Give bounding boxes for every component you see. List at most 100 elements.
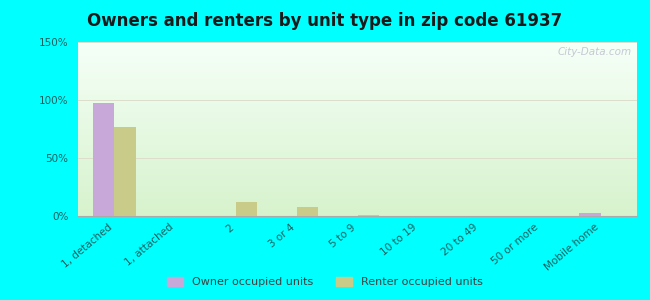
Bar <box>78 60 637 61</box>
Bar <box>78 82 637 83</box>
Text: City-Data.com: City-Data.com <box>557 47 631 57</box>
Bar <box>78 214 637 215</box>
Bar <box>78 203 637 204</box>
Bar <box>78 83 637 84</box>
Bar <box>78 109 637 110</box>
Bar <box>297 207 318 216</box>
Bar <box>78 201 637 202</box>
Bar <box>93 103 114 216</box>
Bar <box>78 171 637 172</box>
Bar <box>78 209 637 210</box>
Bar <box>78 116 637 117</box>
Bar <box>78 111 637 112</box>
Bar <box>78 118 637 119</box>
Bar <box>78 118 637 119</box>
Bar <box>78 119 637 120</box>
Bar <box>78 45 637 46</box>
Bar <box>78 180 637 181</box>
Bar <box>78 42 637 43</box>
Bar <box>78 169 637 170</box>
Bar <box>78 215 637 216</box>
Bar <box>78 179 637 180</box>
Bar <box>78 206 637 207</box>
Bar <box>78 153 637 154</box>
Bar <box>78 124 637 125</box>
Bar <box>78 154 637 155</box>
Bar <box>78 103 637 104</box>
Bar <box>78 57 637 58</box>
Bar <box>78 130 637 131</box>
Bar <box>78 165 637 166</box>
Bar <box>78 134 637 135</box>
Bar <box>579 212 601 216</box>
Bar <box>78 177 637 178</box>
Bar <box>78 88 637 89</box>
Bar <box>78 52 637 53</box>
Bar <box>78 192 637 193</box>
Bar <box>78 191 637 192</box>
Bar <box>78 213 637 214</box>
Bar <box>78 125 637 126</box>
Bar <box>78 102 637 103</box>
Bar <box>78 128 637 129</box>
Bar <box>78 144 637 145</box>
Bar <box>78 129 637 130</box>
Bar <box>78 172 637 173</box>
Bar <box>78 132 637 133</box>
Bar <box>78 67 637 68</box>
Bar <box>78 123 637 124</box>
Bar <box>78 210 637 211</box>
Bar <box>78 138 637 139</box>
Bar <box>78 164 637 165</box>
Bar <box>78 149 637 150</box>
Bar <box>78 202 637 203</box>
Bar <box>78 140 637 141</box>
Bar <box>78 199 637 200</box>
Bar <box>78 195 637 196</box>
Bar <box>78 108 637 109</box>
Bar <box>78 76 637 77</box>
Bar <box>78 56 637 57</box>
Bar <box>78 170 637 171</box>
Bar <box>78 178 637 179</box>
Bar <box>78 86 637 87</box>
Bar <box>114 127 136 216</box>
Bar <box>78 97 637 98</box>
Bar <box>78 126 637 127</box>
Bar <box>78 158 637 159</box>
Bar <box>78 62 637 63</box>
Bar <box>78 148 637 149</box>
Bar <box>78 75 637 76</box>
Bar <box>78 208 637 209</box>
Bar <box>78 71 637 72</box>
Bar <box>78 96 637 97</box>
Bar <box>78 113 637 114</box>
Bar <box>78 182 637 183</box>
Bar <box>78 135 637 136</box>
Bar <box>78 133 637 134</box>
Bar <box>78 85 637 86</box>
Bar <box>78 47 637 48</box>
Bar <box>78 110 637 111</box>
Bar <box>78 163 637 164</box>
Bar <box>78 194 637 195</box>
Bar <box>78 184 637 185</box>
Bar <box>78 168 637 169</box>
Bar <box>78 146 637 147</box>
Bar <box>78 117 637 118</box>
Bar <box>78 61 637 62</box>
Bar <box>78 175 637 176</box>
Bar <box>78 187 637 188</box>
Bar <box>78 139 637 140</box>
Bar <box>78 107 637 108</box>
Bar <box>78 160 637 161</box>
Bar <box>78 136 637 137</box>
Bar <box>78 104 637 105</box>
Bar <box>78 131 637 132</box>
Bar <box>78 185 637 186</box>
Bar <box>78 157 637 158</box>
Bar <box>78 152 637 153</box>
Bar <box>358 215 379 216</box>
Bar <box>78 207 637 208</box>
Bar <box>78 114 637 115</box>
